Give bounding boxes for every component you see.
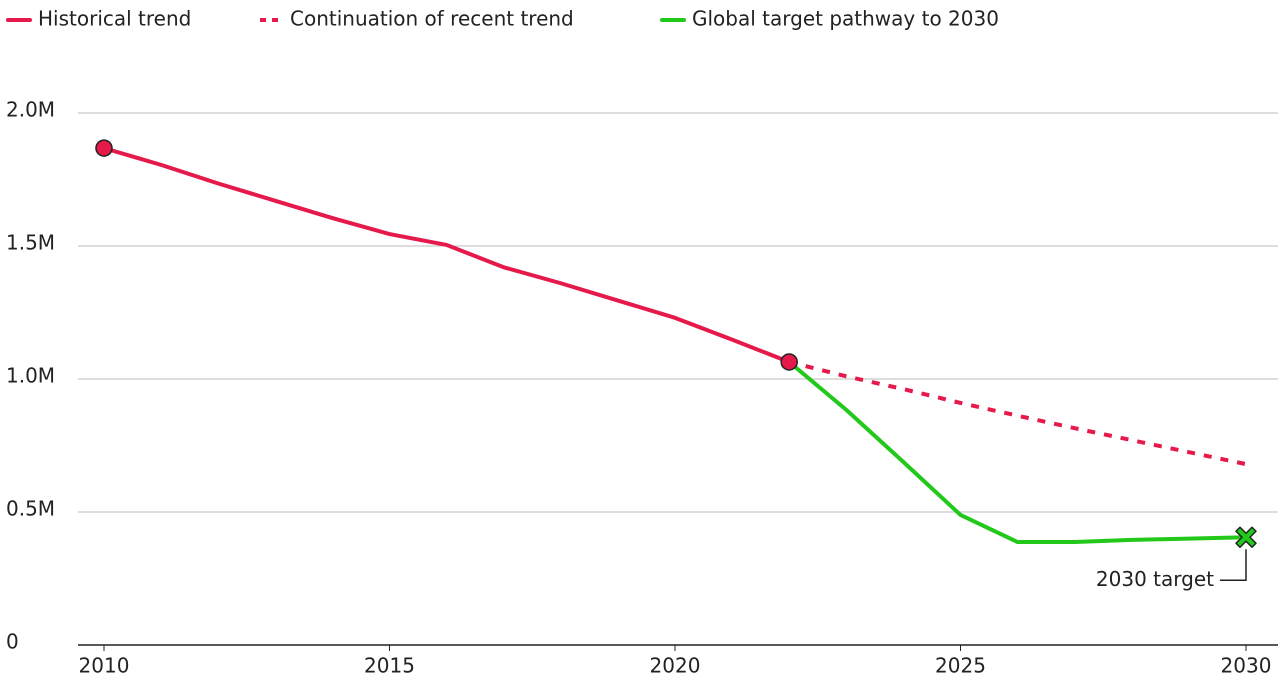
target-marker (1235, 526, 1257, 549)
series-line (788, 360, 1247, 467)
point-marker (780, 353, 798, 371)
y-tick-label: 1.0M (6, 364, 55, 388)
x-tick-label: 2010 (79, 654, 130, 678)
annotation-text: 2030 target (1096, 567, 1214, 591)
x-tick-label: 2020 (650, 654, 701, 678)
x-tick-label: 2015 (364, 654, 415, 678)
x-tick-label: 2030 (1221, 654, 1272, 678)
y-tick-label: 2.0M (6, 98, 55, 122)
legend-label: Continuation of recent trend (290, 7, 574, 31)
y-tick-label: 1.5M (6, 231, 55, 255)
point-marker (95, 139, 113, 157)
y-tick-label: 0 (6, 630, 19, 654)
series-line (102, 146, 792, 364)
x-tick-label: 2025 (935, 654, 986, 678)
legend-label: Historical trend (38, 7, 191, 31)
y-tick-label: 0.5M (6, 497, 55, 521)
series-line (787, 359, 1248, 545)
annotation-leader (1220, 549, 1247, 582)
legend-label: Global target pathway to 2030 (692, 7, 999, 31)
